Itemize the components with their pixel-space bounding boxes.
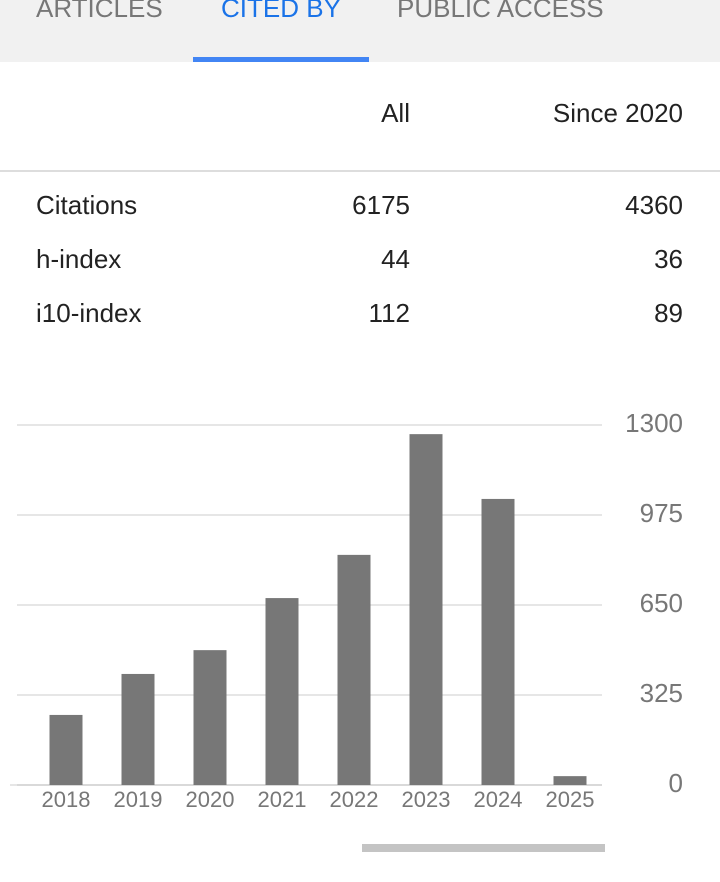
- table-body: Citations 6175 4360 h-index 44 36 i10-index 112…: [36, 190, 683, 328]
- bar: [121, 673, 155, 785]
- chart: 0 325 650 975 1300 2018 2019 2020 2021 2022 2023 20…: [10, 408, 683, 812]
- x-tick-label: 2019: [114, 787, 163, 812]
- bar: [49, 714, 83, 785]
- x-tick-label: 2020: [186, 787, 235, 812]
- x-tick-label: 2023: [402, 787, 451, 812]
- column-header: All: [381, 98, 410, 128]
- y-tick-label: 0: [669, 768, 683, 798]
- tab[interactable]: ARTICLES: [36, 0, 163, 23]
- x-tick-label: 2021: [258, 787, 307, 812]
- y-tick-label: 650: [640, 588, 683, 618]
- tab[interactable]: PUBLIC ACCESS: [397, 0, 604, 23]
- scrollbar[interactable]: [362, 844, 605, 852]
- y-tick-label: 325: [640, 678, 683, 708]
- x-tick-label: 2025: [546, 787, 595, 812]
- bar: [265, 598, 299, 785]
- tab-active[interactable]: CITED BY: [221, 0, 341, 23]
- cell-value: 36: [654, 244, 683, 274]
- x-tick-label: 2018: [42, 787, 91, 812]
- tab-bar: [0, 0, 720, 62]
- x-tick-label: 2024: [474, 787, 523, 812]
- row-label: i10-index: [36, 298, 142, 328]
- bar: [337, 554, 371, 785]
- cell-value: 89: [654, 298, 683, 328]
- row-label: Citations: [36, 190, 137, 220]
- bar: [409, 434, 443, 785]
- bar: [481, 498, 515, 785]
- bar: [193, 650, 227, 785]
- y-tick-label: 975: [640, 498, 683, 528]
- bar: [553, 776, 587, 785]
- cell-value: 112: [369, 298, 410, 328]
- tab-indicator: [193, 57, 369, 62]
- cell-value: 4360: [625, 190, 683, 220]
- cell-value: 44: [381, 244, 410, 274]
- row-label: h-index: [36, 244, 121, 274]
- y-tick-label: 1300: [625, 408, 683, 438]
- cell-value: 6175: [352, 190, 410, 220]
- column-header: Since 2020: [553, 98, 683, 128]
- x-tick-label: 2022: [330, 787, 379, 812]
